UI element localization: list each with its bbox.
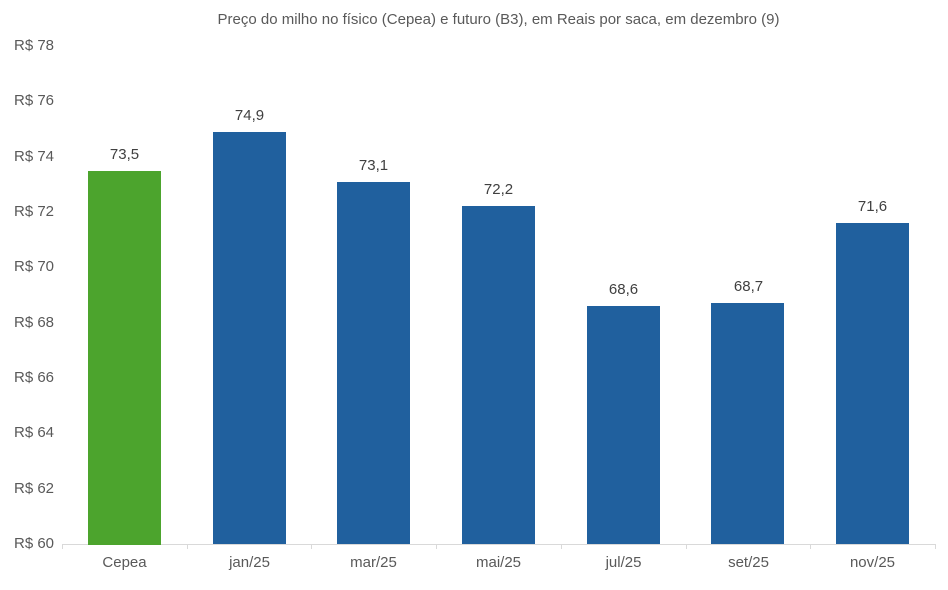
y-axis-tick-label: R$ 78 [14, 37, 55, 54]
x-axis-tick [686, 544, 687, 549]
x-axis-category-label: mai/25 [475, 554, 522, 571]
x-axis-tick [561, 544, 562, 549]
bar-value-label: 73,5 [109, 146, 140, 163]
x-axis-category-label: mar/25 [350, 554, 397, 571]
bar-jan-25 [213, 132, 286, 544]
bar-value-label: 73,1 [358, 157, 389, 174]
x-axis-tick [311, 544, 312, 549]
bar-value-label: 72,2 [483, 181, 514, 198]
bar-set-25 [711, 303, 784, 544]
y-axis-tick-label: R$ 66 [14, 369, 55, 386]
chart-title: Preço do milho no físico (Cepea) e futur… [217, 11, 780, 28]
x-axis-tick [62, 544, 63, 549]
x-axis-category-label: jul/25 [605, 554, 642, 571]
y-axis-tick-label: R$ 76 [14, 92, 55, 110]
x-axis-category-label: jan/25 [229, 554, 270, 571]
x-axis-tick [935, 544, 936, 549]
bar-nov-25 [836, 223, 909, 544]
x-axis-tick [436, 544, 437, 549]
y-axis-tick-label: R$ 68 [14, 313, 55, 331]
bar-value-label: 68,7 [733, 278, 764, 295]
bar-mar-25 [337, 182, 410, 544]
x-axis-category-label: nov/25 [849, 554, 896, 571]
bar-cepea [88, 171, 161, 545]
bar-mai-25 [462, 206, 535, 544]
x-axis-tick [187, 544, 188, 549]
x-axis-category-label: set/25 [728, 554, 769, 571]
bar-value-label: 68,6 [608, 281, 639, 298]
x-axis-tick [810, 544, 811, 549]
y-axis-tick-label: R$ 72 [14, 203, 55, 220]
y-axis-tick-label: R$ 74 [14, 147, 55, 165]
bar-value-label: 71,6 [857, 198, 888, 215]
y-axis-tick-label: R$ 70 [14, 258, 55, 276]
bar-jul-25 [587, 306, 660, 544]
y-axis-tick-label: R$ 62 [14, 479, 55, 497]
y-axis-tick-label: R$ 64 [14, 424, 55, 442]
x-axis-line [62, 544, 935, 545]
y-axis-tick-label: R$ 60 [14, 535, 55, 552]
bar-value-label: 74,9 [234, 107, 265, 124]
x-axis-category-label: Cepea [102, 554, 147, 571]
